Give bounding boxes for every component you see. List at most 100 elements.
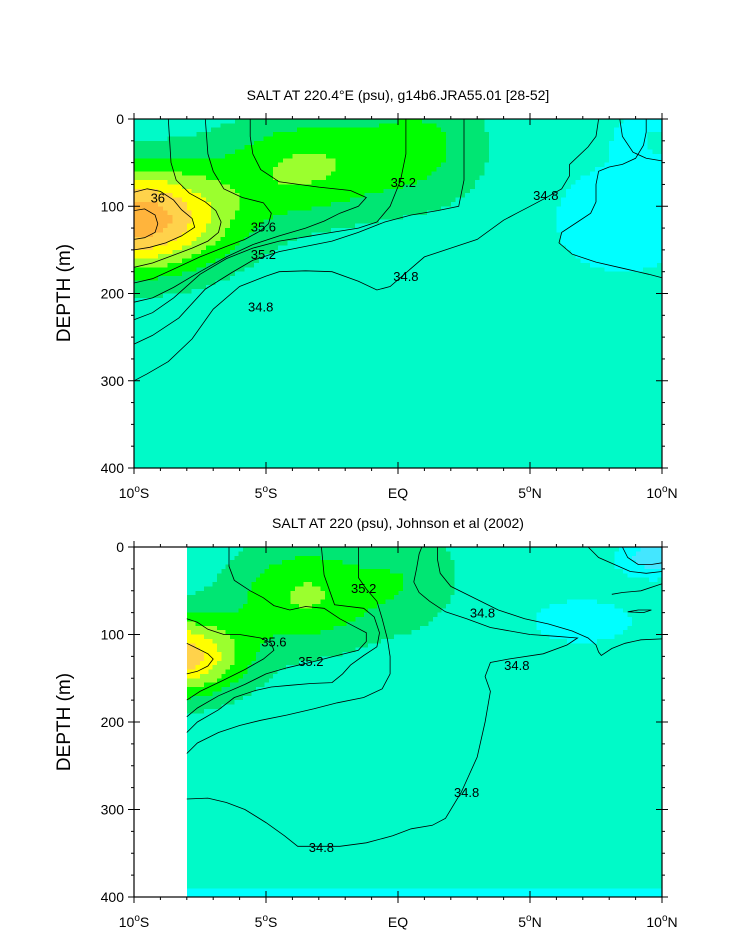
panel-top-fill-cell bbox=[388, 280, 394, 286]
panel-top-fill-cell bbox=[201, 437, 207, 443]
panel-top-fill-cell bbox=[210, 450, 217, 456]
panel-top-fill-cell bbox=[210, 197, 217, 203]
panel-top-fill-cell bbox=[148, 162, 154, 168]
panel-top-fill-cell bbox=[287, 132, 293, 138]
panel-top-fill-cell bbox=[254, 337, 260, 343]
panel-top-fill-cell bbox=[383, 223, 389, 229]
panel-top-fill-cell bbox=[167, 463, 173, 469]
panel-top-fill-cell bbox=[167, 319, 173, 325]
panel-top-fill-cell bbox=[306, 162, 313, 168]
panel-top-fill-cell bbox=[393, 389, 399, 395]
panel-top-fill-cell bbox=[383, 180, 389, 186]
panel-top-fill-cell bbox=[167, 232, 173, 238]
panel-top-fill-cell bbox=[431, 171, 437, 177]
panel-top-fill-cell bbox=[206, 236, 212, 242]
panel-top-fill-cell bbox=[311, 393, 317, 399]
panel-top-fill-cell bbox=[239, 166, 245, 172]
panel-top-fill-cell bbox=[186, 258, 193, 264]
panel-top-fill-cell bbox=[268, 420, 274, 425]
panel-top-fill-cell bbox=[244, 241, 250, 247]
panel-top-fill-cell bbox=[374, 223, 380, 229]
panel-top-fill-cell bbox=[182, 249, 188, 255]
panel-top-fill-cell bbox=[153, 306, 159, 312]
panel-top-fill-cell bbox=[143, 328, 149, 334]
panel-top-fill-cell bbox=[378, 171, 385, 177]
panel-top-fill-cell bbox=[153, 428, 159, 434]
panel-top-fill-cell bbox=[138, 184, 145, 190]
panel-top-fill-cell bbox=[273, 433, 279, 439]
panel-top-fill-cell bbox=[138, 223, 145, 229]
panel-top-fill-cell bbox=[191, 376, 197, 382]
panel-top-fill-cell bbox=[143, 206, 149, 212]
panel-top-fill-cell bbox=[234, 376, 241, 382]
panel-top-fill-cell bbox=[215, 398, 221, 404]
panel-top-fill-cell bbox=[249, 337, 255, 343]
panel-top-fill-cell bbox=[134, 193, 140, 199]
panel-top-fill-cell bbox=[172, 332, 178, 338]
panel-top-fill-cell bbox=[297, 254, 303, 260]
panel-top-fill-cell bbox=[292, 415, 298, 421]
panel-top-fill-cell bbox=[230, 127, 236, 133]
panel-top-fill-cell bbox=[138, 332, 145, 338]
panel-top-fill-cell bbox=[393, 219, 399, 225]
panel-top-fill-cell bbox=[158, 136, 164, 142]
panel-top-fill-cell bbox=[417, 284, 423, 290]
panel-top-fill-cell bbox=[278, 446, 284, 452]
panel-top-fill-cell bbox=[306, 454, 313, 460]
panel-top-fill-cell bbox=[402, 297, 409, 303]
panel-top-fill-cell bbox=[412, 219, 418, 225]
panel-top-fill-cell bbox=[182, 402, 188, 408]
panel-top-fill-cell bbox=[167, 433, 173, 439]
panel-top-fill-cell bbox=[412, 372, 418, 377]
panel-top-fill-cell bbox=[383, 415, 389, 421]
panel-top-fill-cell bbox=[326, 136, 332, 142]
panel-top-fill-cell bbox=[201, 341, 207, 347]
panel-top-fill-cell bbox=[369, 223, 375, 229]
panel-top-fill-cell bbox=[182, 254, 188, 260]
panel-top-fill-cell bbox=[388, 197, 394, 203]
panel-top-fill-cell bbox=[398, 180, 404, 186]
panel-top-fill-cell bbox=[210, 424, 217, 430]
panel-top-fill-cell bbox=[426, 262, 433, 268]
panel-top-fill-cell bbox=[191, 328, 197, 334]
panel-top-fill-cell bbox=[340, 411, 346, 417]
panel-top-fill-cell bbox=[412, 214, 418, 220]
panel-top-fill-cell bbox=[230, 197, 236, 203]
panel-top-fill-cell bbox=[330, 372, 337, 377]
panel-top-fill-cell bbox=[273, 119, 279, 124]
panel-top-fill-cell bbox=[340, 420, 346, 425]
panel-top-fill-cell bbox=[306, 267, 313, 273]
panel-top-fill-cell bbox=[398, 306, 404, 312]
panel-top-fill-cell bbox=[302, 424, 308, 430]
panel-top-fill-cell bbox=[206, 380, 212, 386]
panel-top-fill-cell bbox=[350, 180, 356, 186]
panel-top-fill-cell bbox=[282, 428, 289, 434]
panel-top-fill-cell bbox=[431, 228, 437, 234]
panel-top-fill-cell bbox=[297, 228, 303, 234]
panel-top-fill-cell bbox=[330, 219, 337, 225]
panel-top-fill-cell bbox=[158, 210, 164, 216]
panel-top-fill-cell bbox=[143, 350, 149, 356]
panel-top-fill-cell bbox=[335, 389, 341, 395]
panel-top-fill-cell bbox=[206, 319, 212, 325]
panel-top-fill-cell bbox=[354, 193, 361, 199]
panel-top-fill-cell bbox=[206, 197, 212, 203]
panel-top-fill-cell bbox=[402, 219, 409, 225]
panel-top-fill-cell bbox=[258, 315, 265, 321]
panel-top-fill-cell bbox=[311, 310, 317, 316]
panel-top-fill-cell bbox=[182, 119, 188, 124]
panel-top-fill-cell bbox=[340, 267, 346, 273]
panel-top-fill-cell bbox=[215, 284, 221, 290]
panel-top-fill-cell bbox=[398, 454, 404, 460]
panel-top-fill-cell bbox=[143, 153, 149, 159]
panel-top-fill-cell bbox=[239, 210, 245, 216]
panel-top-fill-cell bbox=[350, 450, 356, 456]
panel-top-fill-cell bbox=[254, 358, 260, 364]
panel-top-fill-cell bbox=[196, 175, 202, 181]
panel-top-fill-cell bbox=[340, 166, 346, 172]
panel-top-fill-cell bbox=[426, 140, 433, 146]
panel-top-fill-cell bbox=[167, 411, 173, 417]
panel-top-fill-cell bbox=[182, 437, 188, 443]
panel-top-fill-cell bbox=[282, 289, 289, 295]
panel-top-fill-cell bbox=[335, 201, 341, 207]
